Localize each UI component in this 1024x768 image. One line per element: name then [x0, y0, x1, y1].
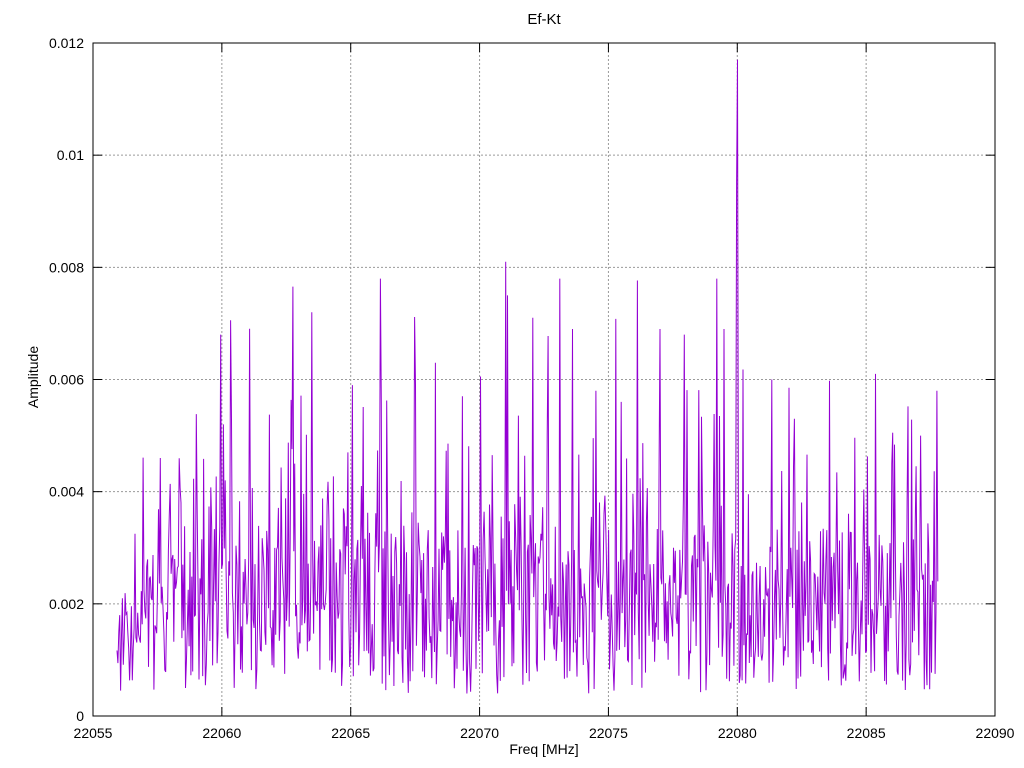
- x-axis-label: Freq [MHz]: [509, 741, 579, 757]
- y-tick-label: 0: [76, 708, 84, 724]
- y-tick-label: 0.008: [49, 259, 84, 275]
- y-tick-label: 0.004: [49, 484, 84, 500]
- x-tick-label: 22085: [847, 725, 886, 741]
- x-tick-label: 22090: [976, 725, 1015, 741]
- y-tick-label: 0.01: [57, 147, 84, 163]
- y-axis-label: Amplitude: [25, 345, 41, 409]
- x-tick-label: 22080: [718, 725, 757, 741]
- x-tick-label: 22075: [589, 725, 628, 741]
- x-tick-label: 22070: [460, 725, 499, 741]
- x-tick-label: 22060: [202, 725, 241, 741]
- y-tick-label: 0.012: [49, 35, 84, 51]
- spectrum-line: [116, 59, 939, 694]
- y-tick-label: 0.002: [49, 596, 84, 612]
- x-tick-label: 22055: [74, 725, 113, 741]
- chart-title: Ef-Kt: [527, 11, 561, 28]
- y-tick-label: 0.006: [49, 372, 84, 388]
- x-tick-label: 22065: [331, 725, 370, 741]
